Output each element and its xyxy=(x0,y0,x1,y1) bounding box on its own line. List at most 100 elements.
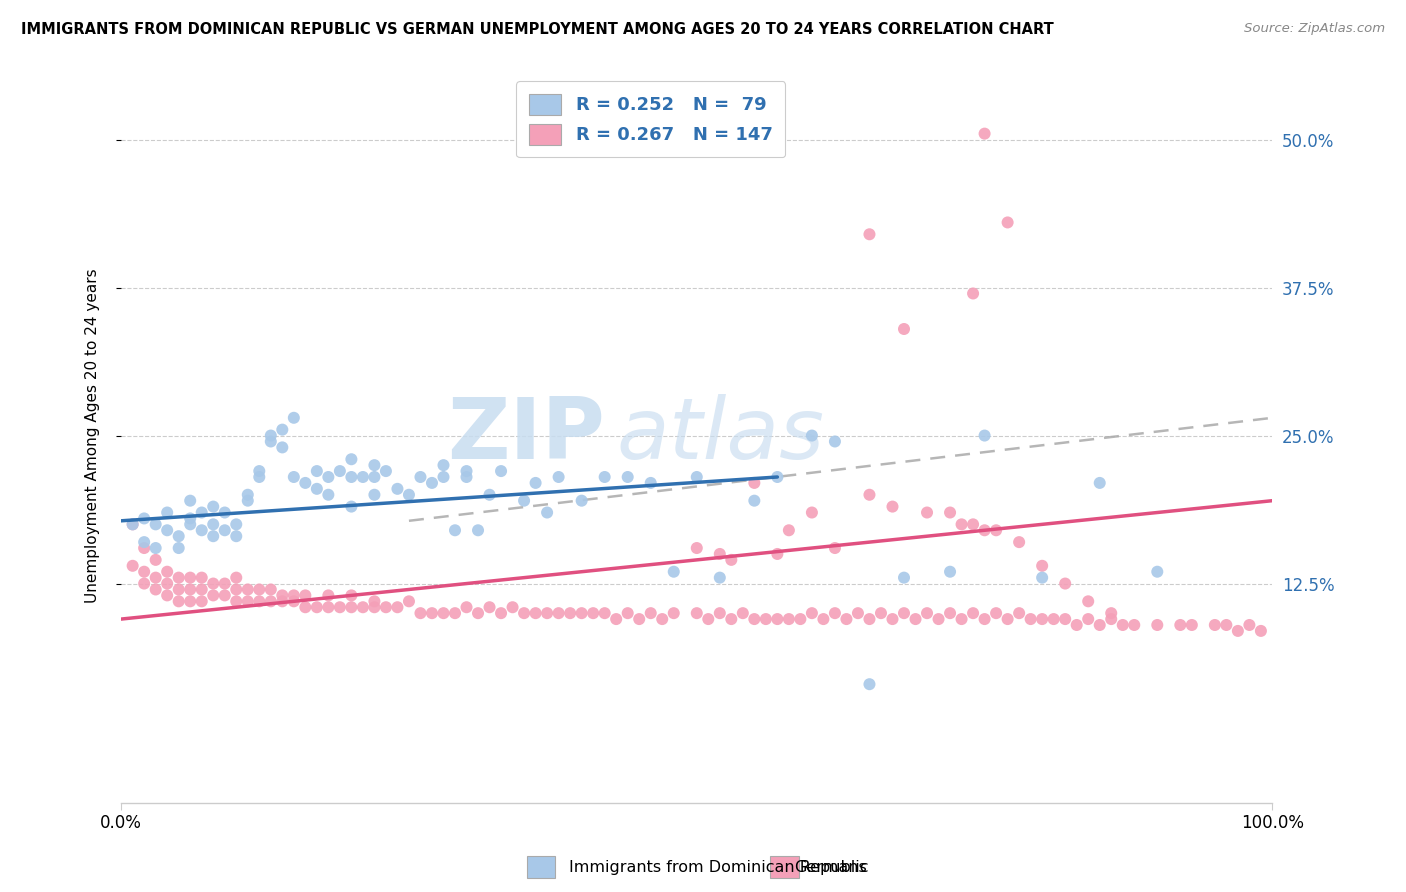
Point xyxy=(363,594,385,608)
Point xyxy=(582,606,605,620)
Point xyxy=(167,582,190,597)
Point xyxy=(260,582,283,597)
Point xyxy=(420,606,443,620)
Point xyxy=(283,470,305,484)
Point xyxy=(697,612,720,626)
Point xyxy=(744,493,766,508)
Point xyxy=(1077,612,1099,626)
Point xyxy=(190,506,212,520)
Point xyxy=(766,547,789,561)
Point xyxy=(134,576,156,591)
Point xyxy=(628,612,651,626)
Point xyxy=(813,612,835,626)
Point xyxy=(352,600,374,615)
Point xyxy=(329,464,352,478)
Point xyxy=(236,493,259,508)
Point xyxy=(190,582,212,597)
Point xyxy=(939,606,962,620)
Point xyxy=(387,600,409,615)
Point xyxy=(915,506,938,520)
Point xyxy=(858,677,880,691)
Point xyxy=(835,612,858,626)
Point xyxy=(651,612,673,626)
Point xyxy=(744,475,766,490)
Point xyxy=(962,606,984,620)
Point xyxy=(432,458,454,472)
Point xyxy=(134,565,156,579)
Point xyxy=(340,588,363,602)
Point xyxy=(225,529,247,543)
Point xyxy=(398,488,420,502)
Point xyxy=(432,470,454,484)
Point xyxy=(789,612,811,626)
Point xyxy=(1226,624,1249,638)
Point xyxy=(145,541,167,555)
Point xyxy=(467,606,489,620)
Point xyxy=(1215,618,1237,632)
Point xyxy=(1146,618,1168,632)
Point xyxy=(260,428,283,442)
Point xyxy=(179,493,201,508)
Point xyxy=(824,541,846,555)
Point xyxy=(398,594,420,608)
Point xyxy=(225,582,247,597)
Point xyxy=(329,600,352,615)
Point xyxy=(145,582,167,597)
Point xyxy=(824,606,846,620)
Point xyxy=(1146,565,1168,579)
Point xyxy=(1042,612,1064,626)
Point xyxy=(973,612,995,626)
Point xyxy=(984,523,1007,537)
Point xyxy=(283,588,305,602)
Point xyxy=(179,517,201,532)
Point xyxy=(190,571,212,585)
Point xyxy=(858,488,880,502)
Point xyxy=(167,594,190,608)
Point xyxy=(893,571,915,585)
Point xyxy=(236,582,259,597)
Point xyxy=(156,565,179,579)
Point xyxy=(374,464,396,478)
Point xyxy=(1239,618,1261,632)
Point xyxy=(524,475,547,490)
Point xyxy=(247,470,270,484)
Point xyxy=(858,227,880,242)
Text: Source: ZipAtlas.com: Source: ZipAtlas.com xyxy=(1244,22,1385,36)
Point xyxy=(363,458,385,472)
Point xyxy=(1204,618,1226,632)
Point xyxy=(444,523,467,537)
Point xyxy=(513,606,536,620)
Point xyxy=(1250,624,1272,638)
Legend: R = 0.252   N =  79, R = 0.267   N = 147: R = 0.252 N = 79, R = 0.267 N = 147 xyxy=(516,81,786,157)
Point xyxy=(662,565,685,579)
Point xyxy=(260,594,283,608)
Point xyxy=(214,523,236,537)
Point xyxy=(904,612,927,626)
Point xyxy=(190,594,212,608)
Point xyxy=(202,588,225,602)
Point xyxy=(962,517,984,532)
Point xyxy=(1031,571,1053,585)
Point xyxy=(536,606,558,620)
Text: Immigrants from Dominican Republic: Immigrants from Dominican Republic xyxy=(569,860,869,874)
Text: IMMIGRANTS FROM DOMINICAN REPUBLIC VS GERMAN UNEMPLOYMENT AMONG AGES 20 TO 24 YE: IMMIGRANTS FROM DOMINICAN REPUBLIC VS GE… xyxy=(21,22,1054,37)
Text: ZIP: ZIP xyxy=(447,394,605,477)
Point xyxy=(915,606,938,620)
Point xyxy=(1077,594,1099,608)
Point xyxy=(363,600,385,615)
Point xyxy=(167,529,190,543)
Point xyxy=(558,606,581,620)
Point xyxy=(179,582,201,597)
Point xyxy=(870,606,893,620)
Point xyxy=(318,488,340,502)
Point xyxy=(247,464,270,478)
Point xyxy=(640,606,662,620)
Point xyxy=(800,506,823,520)
Point xyxy=(478,600,501,615)
Point xyxy=(271,588,294,602)
Point xyxy=(502,600,524,615)
Point xyxy=(1008,606,1031,620)
Point xyxy=(179,511,201,525)
Point xyxy=(997,612,1019,626)
Point xyxy=(800,606,823,620)
